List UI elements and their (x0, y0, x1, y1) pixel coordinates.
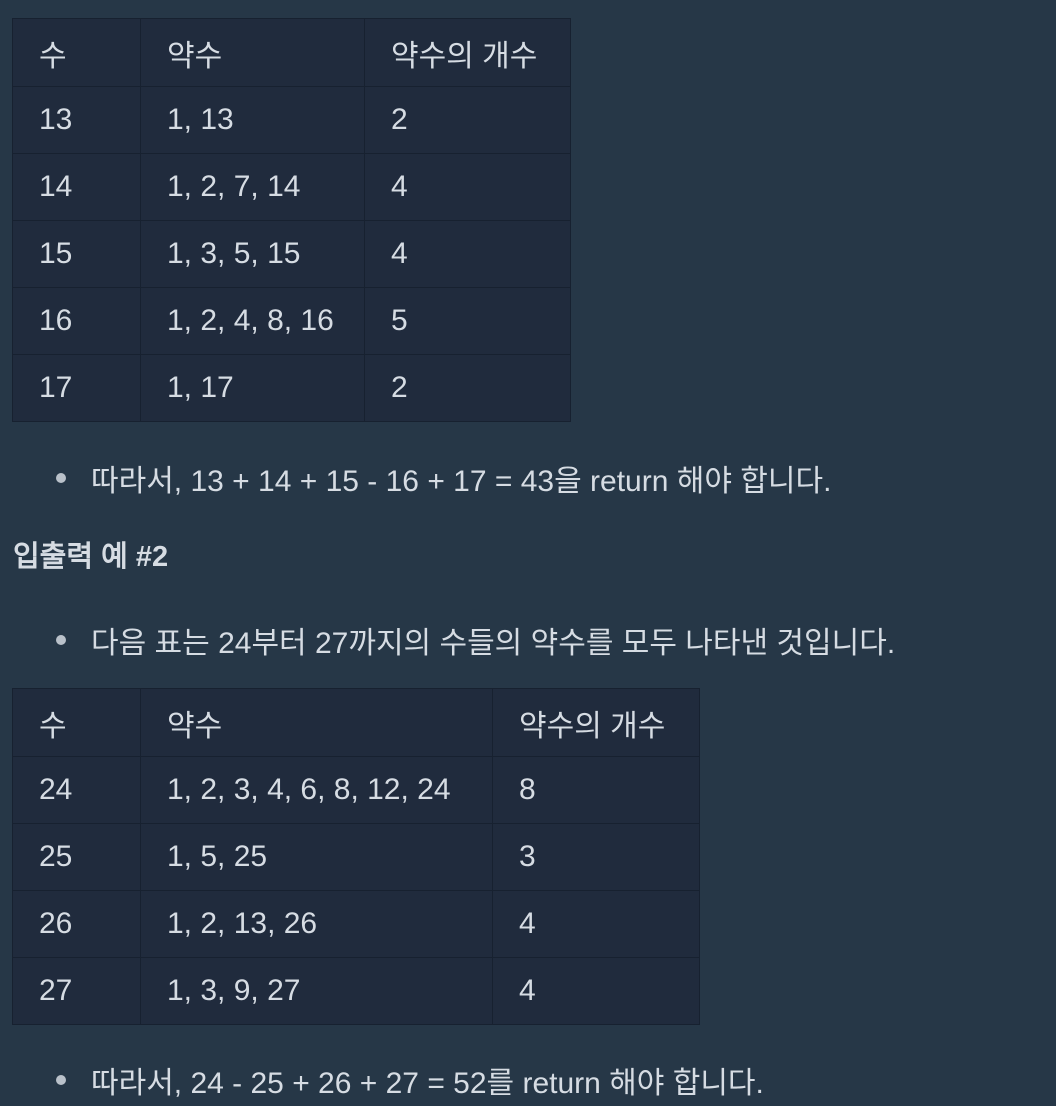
cell-divisors: 1, 17 (140, 354, 365, 422)
cell-divisors: 1, 3, 9, 27 (140, 957, 493, 1025)
cell-divisor-count: 4 (492, 890, 700, 958)
table-row: 26 1, 2, 13, 26 4 (12, 890, 700, 958)
column-header-number: 수 (12, 18, 141, 87)
cell-number: 26 (12, 890, 141, 958)
bullet-icon (56, 1075, 66, 1085)
column-header-number: 수 (12, 688, 141, 757)
table-row: 14 1, 2, 7, 14 4 (12, 153, 571, 221)
divisor-table-2: 수 약수 약수의 개수 24 1, 2, 3, 4, 6, 8, 12, 24 … (12, 688, 700, 1025)
list-item: 다음 표는 24부터 27까지의 수들의 약수를 모두 나타낸 것입니다. (56, 618, 895, 662)
list-item: 따라서, 13 + 14 + 15 - 16 + 17 = 43을 return… (56, 456, 831, 500)
divisor-table-1: 수 약수 약수의 개수 13 1, 13 2 14 1, 2, 7, 14 4 … (12, 18, 571, 422)
bullet-icon (56, 473, 66, 483)
list-item-text: 따라서, 24 - 25 + 26 + 27 = 52를 return 해야 합… (91, 1067, 764, 1100)
column-header-divisors: 약수 (140, 18, 365, 87)
cell-divisor-count: 5 (364, 287, 571, 355)
cell-divisors: 1, 3, 5, 15 (140, 220, 365, 288)
cell-divisors: 1, 2, 7, 14 (140, 153, 365, 221)
cell-number: 27 (12, 957, 141, 1025)
bullet-icon (56, 635, 66, 645)
cell-number: 15 (12, 220, 141, 288)
table-row: 13 1, 13 2 (12, 86, 571, 154)
list-item: 따라서, 24 - 25 + 26 + 27 = 52를 return 해야 합… (56, 1058, 764, 1102)
table-row: 25 1, 5, 25 3 (12, 823, 700, 891)
cell-number: 13 (12, 86, 141, 154)
cell-divisor-count: 3 (492, 823, 700, 891)
cell-divisor-count: 2 (364, 86, 571, 154)
cell-number: 16 (12, 287, 141, 355)
list-item-text: 다음 표는 24부터 27까지의 수들의 약수를 모두 나타낸 것입니다. (91, 627, 896, 660)
list-item-text: 따라서, 13 + 14 + 15 - 16 + 17 = 43을 return… (91, 465, 832, 498)
cell-divisor-count: 4 (492, 957, 700, 1025)
cell-divisor-count: 8 (492, 756, 700, 824)
column-header-divisor-count: 약수의 개수 (492, 688, 700, 757)
cell-number: 17 (12, 354, 141, 422)
cell-divisors: 1, 2, 4, 8, 16 (140, 287, 365, 355)
table-row: 17 1, 17 2 (12, 354, 571, 422)
cell-divisor-count: 2 (364, 354, 571, 422)
table-header-row: 수 약수 약수의 개수 (12, 688, 700, 757)
section-heading: 입출력 예 #2 (13, 541, 169, 573)
cell-divisor-count: 4 (364, 153, 571, 221)
column-header-divisor-count: 약수의 개수 (364, 18, 571, 87)
table-row: 15 1, 3, 5, 15 4 (12, 220, 571, 288)
cell-divisor-count: 4 (364, 220, 571, 288)
cell-divisors: 1, 2, 3, 4, 6, 8, 12, 24 (140, 756, 493, 824)
table-header-row: 수 약수 약수의 개수 (12, 18, 571, 87)
table-row: 27 1, 3, 9, 27 4 (12, 957, 700, 1025)
column-header-divisors: 약수 (140, 688, 493, 757)
cell-number: 24 (12, 756, 141, 824)
cell-number: 25 (12, 823, 141, 891)
cell-divisors: 1, 5, 25 (140, 823, 493, 891)
cell-number: 14 (12, 153, 141, 221)
cell-divisors: 1, 13 (140, 86, 365, 154)
cell-divisors: 1, 2, 13, 26 (140, 890, 493, 958)
table-row: 24 1, 2, 3, 4, 6, 8, 12, 24 8 (12, 756, 700, 824)
table-row: 16 1, 2, 4, 8, 16 5 (12, 287, 571, 355)
